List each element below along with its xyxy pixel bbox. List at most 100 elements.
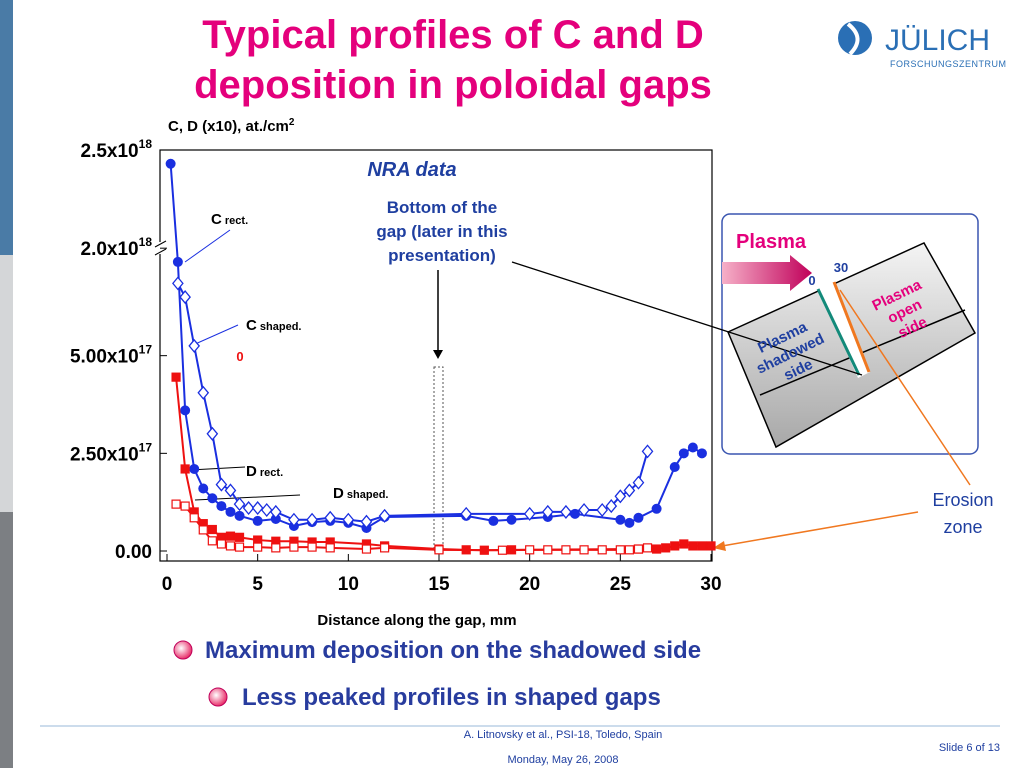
marker — [460, 506, 473, 521]
marker — [225, 531, 236, 541]
marker — [488, 515, 499, 526]
pointer — [721, 511, 919, 547]
marker — [189, 513, 199, 523]
x-axis-title: Distance along the gap, mm — [317, 612, 516, 629]
y-tick-exponent: 18 — [139, 235, 153, 249]
y-axis-title: C, D (x10), at./cm2 — [168, 117, 295, 135]
marker — [697, 541, 707, 551]
marker — [260, 502, 273, 517]
x-tick-label: 10 — [338, 574, 359, 595]
marker — [324, 510, 337, 525]
x-tick-label: 25 — [610, 574, 632, 595]
x-tick-label: 5 — [252, 574, 263, 595]
marker — [651, 503, 662, 514]
marker — [224, 483, 237, 498]
marker — [597, 545, 607, 555]
marker — [325, 543, 335, 553]
annotation: presentation) — [388, 246, 496, 265]
marker — [561, 545, 571, 555]
date: Monday, May 26, 2008 — [507, 754, 618, 766]
marker — [624, 517, 635, 528]
marker — [197, 385, 210, 400]
marker — [289, 542, 299, 552]
annotation: NRA data — [367, 159, 456, 181]
y-tick-label: 0.00 — [115, 542, 152, 563]
plasma-label: Plasma — [736, 231, 807, 253]
marker — [361, 544, 372, 554]
marker — [234, 542, 245, 552]
x-tick-label: 0 — [162, 574, 173, 595]
marker — [180, 405, 191, 416]
marker — [669, 462, 680, 473]
x-tick-label: 30 — [700, 574, 721, 595]
marker — [270, 513, 281, 524]
marker — [198, 483, 209, 494]
marker — [641, 444, 654, 459]
marker — [216, 501, 227, 512]
marker — [171, 499, 181, 509]
marker — [525, 545, 535, 555]
marker — [342, 512, 355, 527]
marker — [670, 541, 680, 551]
open-label: Plasma open side — [870, 276, 930, 342]
logo-subtext: FORSCHUNGSZENTRUM — [890, 59, 1007, 69]
marker — [541, 504, 554, 519]
marker — [165, 158, 176, 169]
logo-icon — [838, 21, 872, 56]
marker — [623, 483, 636, 498]
x-tick-label: 20 — [519, 574, 540, 595]
open-surface — [832, 281, 871, 373]
x-tick-label: 15 — [428, 574, 450, 595]
logo-text: JÜLICH — [885, 24, 990, 57]
slide-number: Slide 6 of 13 — [939, 742, 1000, 754]
y-tick-exponent: 18 — [139, 137, 153, 151]
marker — [215, 477, 228, 492]
annotation: Bottom of the — [387, 198, 497, 217]
marker — [253, 542, 263, 552]
marker — [207, 524, 217, 535]
erosion-label: zone — [943, 517, 982, 537]
citation: A. Litnovsky et al., PSI-18, Toledo, Spa… — [464, 729, 663, 741]
gap-bottom-marker — [433, 366, 444, 552]
marker — [188, 338, 201, 353]
marker — [172, 256, 183, 267]
marker — [207, 493, 218, 504]
series-label: C shaped. — [246, 317, 301, 334]
title: Typical profiles of C and D — [202, 13, 704, 57]
marker — [706, 541, 716, 551]
marker — [189, 463, 200, 474]
marker — [179, 290, 191, 305]
marker — [615, 545, 625, 555]
marker — [306, 512, 318, 527]
side-band — [0, 512, 13, 768]
y-tick-label: 5.00x1017 — [70, 343, 152, 368]
marker — [651, 544, 662, 554]
marker — [269, 504, 282, 519]
marker — [633, 544, 644, 554]
y-tick-exponent: 17 — [139, 343, 153, 357]
marker — [225, 541, 236, 551]
title: deposition in poloidal gaps — [194, 63, 712, 107]
erosion-label: Erosion — [932, 490, 993, 510]
marker — [543, 545, 553, 555]
marker — [288, 512, 300, 527]
marker — [523, 506, 536, 521]
bullet-icon — [173, 640, 193, 660]
marker — [307, 542, 317, 552]
marker — [687, 442, 698, 453]
pointer — [839, 289, 971, 486]
marker — [678, 448, 689, 459]
marker — [172, 276, 184, 291]
marker — [661, 543, 671, 553]
marker — [632, 475, 645, 490]
arrow-head — [433, 350, 443, 359]
pointer — [511, 261, 863, 376]
leader — [184, 229, 231, 263]
marker — [605, 499, 618, 514]
plasma-arrow — [722, 255, 812, 291]
marker — [242, 501, 255, 516]
y-tick-exponent: 17 — [139, 440, 153, 454]
marker — [688, 541, 698, 551]
axis-break — [154, 248, 167, 256]
